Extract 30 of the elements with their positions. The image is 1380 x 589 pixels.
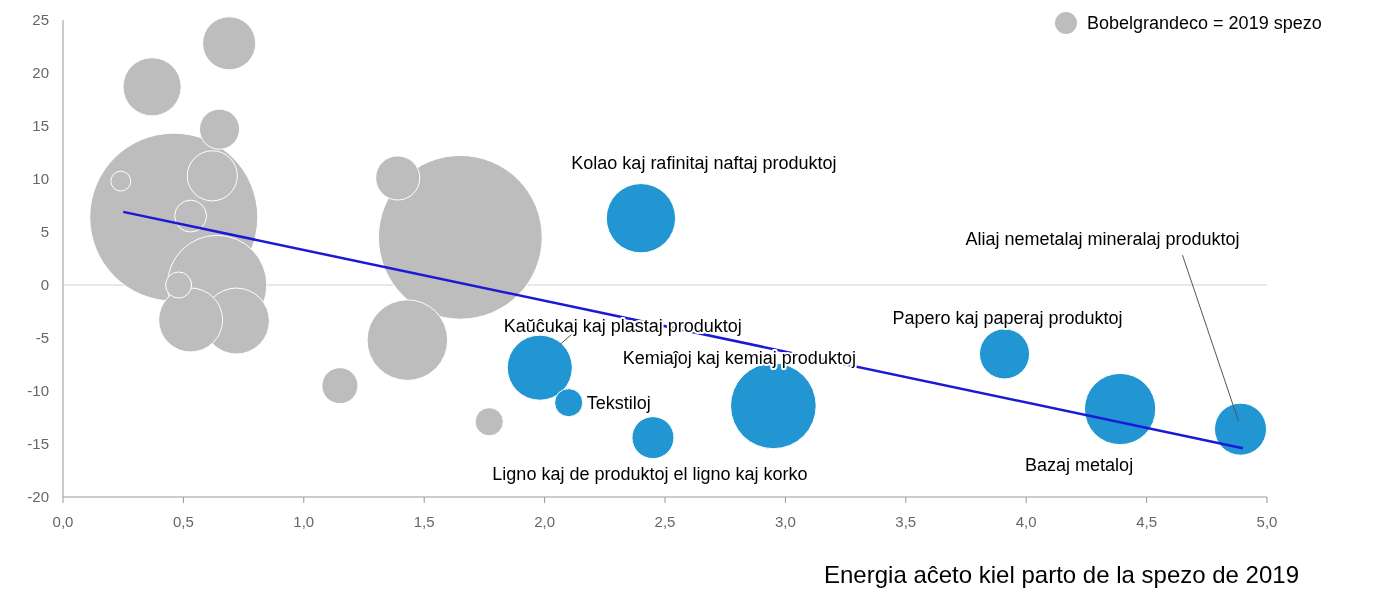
x-tick-label: 2,0 (534, 513, 556, 530)
y-tick-label: 5 (40, 223, 49, 241)
y-tick-label: -10 (27, 382, 49, 400)
annotation: Kolao kaj rafinitaj naftaj produktoj (571, 152, 837, 173)
y-tick-label: -20 (27, 488, 49, 506)
y-tick-label: -15 (27, 435, 49, 453)
annotation: Ligno kaj de produktoj el ligno kaj korko (492, 463, 808, 484)
x-tick-label: 3,5 (895, 513, 917, 530)
x-tick-label: 0,0 (52, 513, 74, 530)
x-tick-label: 5,0 (1256, 513, 1278, 530)
x-tick-label: 4,5 (1136, 513, 1158, 530)
y-tick-label: 10 (32, 170, 49, 188)
x-axis-title: Energia aĉeto kiel parto de la spezo de 2019 (824, 561, 1299, 588)
y-tick-label: 0 (40, 276, 49, 294)
x-tick-label: 1,5 (413, 513, 435, 530)
annotation: Aliaj nemetalaj mineralaj produktoj (965, 229, 1240, 250)
legend-label: Bobelgrandeco = 2019 spezo (1087, 13, 1322, 34)
annotation: Papero kaj paperaj produktoj (892, 308, 1123, 329)
x-tick-label: 4,0 (1015, 513, 1037, 530)
y-tick-label: 15 (32, 117, 49, 135)
y-tick-label: -5 (35, 329, 49, 347)
annotation: Bazaj metaloj (1025, 455, 1134, 476)
x-tick-label: 3,0 (774, 513, 796, 530)
x-tick-label: 2,5 (654, 513, 676, 530)
x-tick-label: 1,0 (293, 513, 315, 530)
x-tick-label: 0,5 (172, 513, 194, 530)
y-tick-label: 20 (32, 64, 49, 82)
y-tick-label: 25 (32, 11, 49, 29)
annotation: Kaŭĉukaj kaj plastaj produktoj (503, 315, 742, 336)
annotation: Tekstiloj (586, 392, 651, 413)
